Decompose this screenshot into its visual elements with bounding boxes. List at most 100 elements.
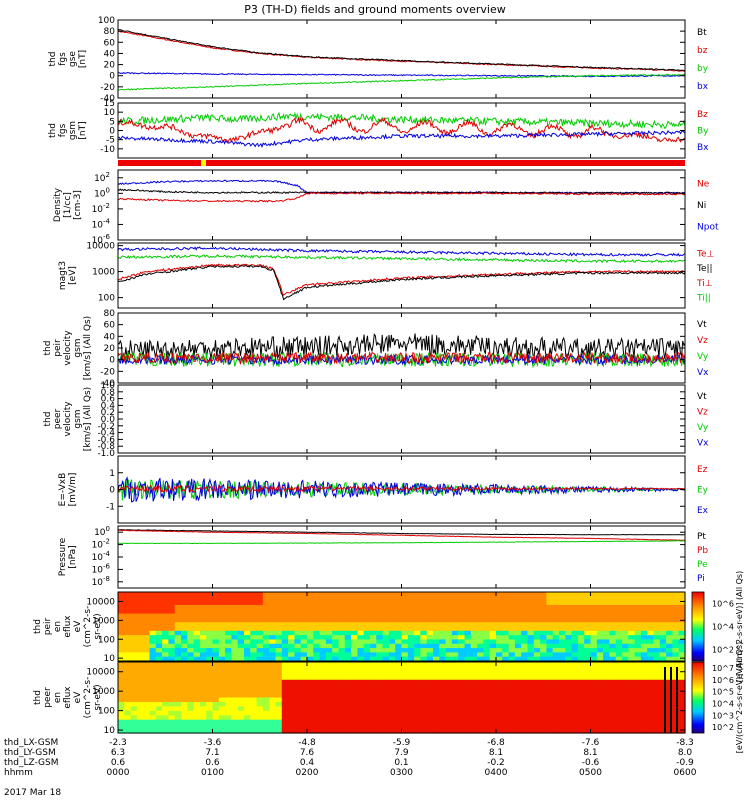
- heatmap-cell: [199, 617, 207, 623]
- heatmap-cell: [325, 684, 333, 690]
- heatmap-cell: [407, 652, 415, 658]
- heatmap-cell: [666, 600, 673, 606]
- heatmap-cell: [332, 670, 340, 676]
- heatmap-cell: [596, 643, 604, 649]
- heatmap-cell: [628, 626, 636, 632]
- x-axis-value: -0.9: [676, 758, 694, 768]
- heatmap-cell: [496, 604, 503, 610]
- heatmap-cell: [470, 688, 478, 694]
- heatmap-cell: [388, 630, 396, 636]
- heatmap-cell: [546, 719, 554, 725]
- heatmap-cell: [130, 613, 138, 619]
- heatmap-cell: [231, 604, 239, 610]
- y-tick-label: -0.6: [97, 435, 115, 445]
- heatmap-cell: [521, 662, 529, 668]
- heatmap-cell: [647, 652, 655, 658]
- heatmap-cell: [256, 643, 264, 649]
- heatmap-cell: [666, 592, 673, 597]
- heatmap-cell: [388, 701, 396, 707]
- heatmap-cell: [647, 604, 655, 610]
- heatmap-cell: [678, 724, 686, 730]
- heatmap-cell: [300, 662, 308, 668]
- heatmap-cell: [199, 600, 207, 606]
- heatmap-cell: [225, 688, 232, 694]
- heatmap-cell: [313, 626, 321, 632]
- heatmap-cell: [218, 724, 226, 730]
- heatmap-cell: [162, 684, 169, 690]
- colorbar-tick-label: 10^6: [712, 600, 734, 609]
- heatmap-cell: [458, 613, 466, 619]
- y-axis-label: peer: [43, 687, 53, 708]
- heatmap-cell: [212, 706, 220, 712]
- heatmap-cell: [540, 656, 547, 662]
- heatmap-cell: [199, 715, 207, 721]
- heatmap-cell: [502, 693, 510, 699]
- heatmap-cell: [502, 675, 510, 681]
- heatmap-cell: [244, 670, 251, 676]
- heatmap-cell: [634, 613, 642, 619]
- heatmap-cell: [552, 630, 560, 636]
- heatmap-cell: [376, 652, 384, 658]
- heatmap-cell: [451, 626, 459, 632]
- heatmap-cell: [250, 666, 258, 672]
- heatmap-cell: [187, 596, 195, 602]
- heatmap-cell: [401, 626, 409, 632]
- heatmap-cell: [370, 670, 377, 676]
- heatmap-cell: [678, 613, 686, 619]
- heatmap-cell: [187, 613, 195, 619]
- heatmap-cell: [363, 648, 371, 653]
- heatmap-cell: [622, 706, 629, 712]
- heatmap-cell: [514, 609, 522, 615]
- heatmap-cell: [351, 715, 358, 721]
- heatmap-cell: [244, 652, 251, 658]
- heatmap-cell: [514, 635, 522, 641]
- heatmap-cell: [508, 670, 516, 676]
- heatmap-cell: [244, 679, 251, 685]
- heatmap-cell: [634, 684, 642, 690]
- heatmap-cell: [225, 648, 232, 653]
- heatmap-cell: [615, 609, 623, 615]
- heatmap-cell: [382, 613, 390, 619]
- heatmap-cell: [370, 697, 377, 703]
- heatmap-cell: [218, 596, 226, 602]
- heatmap-cell: [325, 724, 333, 730]
- heatmap-cell: [250, 604, 258, 610]
- heatmap-cell: [502, 596, 510, 602]
- heatmap-cell: [653, 648, 661, 653]
- heatmap-cell: [319, 724, 327, 730]
- heatmap-cell: [571, 622, 579, 628]
- heatmap-cell: [332, 715, 340, 721]
- heatmap-cell: [118, 666, 125, 672]
- heatmap-cell: [420, 666, 428, 672]
- heatmap-cell: [470, 728, 478, 734]
- heatmap-cell: [357, 719, 365, 725]
- heatmap-cell: [653, 701, 661, 707]
- heatmap-cell: [596, 592, 604, 597]
- heatmap-cell: [483, 656, 491, 662]
- heatmap-cell: [628, 639, 636, 645]
- heatmap-cell: [439, 701, 447, 707]
- heatmap-cell: [256, 622, 264, 628]
- heatmap-cell: [162, 617, 169, 623]
- heatmap-cell: [477, 688, 484, 694]
- heatmap-cell: [659, 684, 667, 690]
- heatmap-cell: [395, 600, 403, 606]
- heatmap-cell: [313, 719, 321, 725]
- heatmap-cell: [231, 719, 239, 725]
- heatmap-cell: [149, 701, 157, 707]
- heatmap-cell: [174, 613, 182, 619]
- heatmap-cell: [250, 670, 258, 676]
- heatmap-cell: [622, 635, 629, 641]
- heatmap-cell: [124, 596, 132, 602]
- heatmap-cell: [420, 670, 428, 676]
- series-line: [117, 188, 686, 195]
- heatmap-cell: [496, 662, 503, 668]
- heatmap-cell: [470, 630, 478, 636]
- heatmap-cell: [502, 630, 510, 636]
- heatmap-cell: [464, 613, 472, 619]
- heatmap-cell: [666, 670, 673, 676]
- heatmap-cell: [206, 609, 214, 615]
- heatmap-cell: [193, 662, 201, 668]
- heatmap-cell: [338, 719, 346, 725]
- heatmap-cell: [458, 596, 466, 602]
